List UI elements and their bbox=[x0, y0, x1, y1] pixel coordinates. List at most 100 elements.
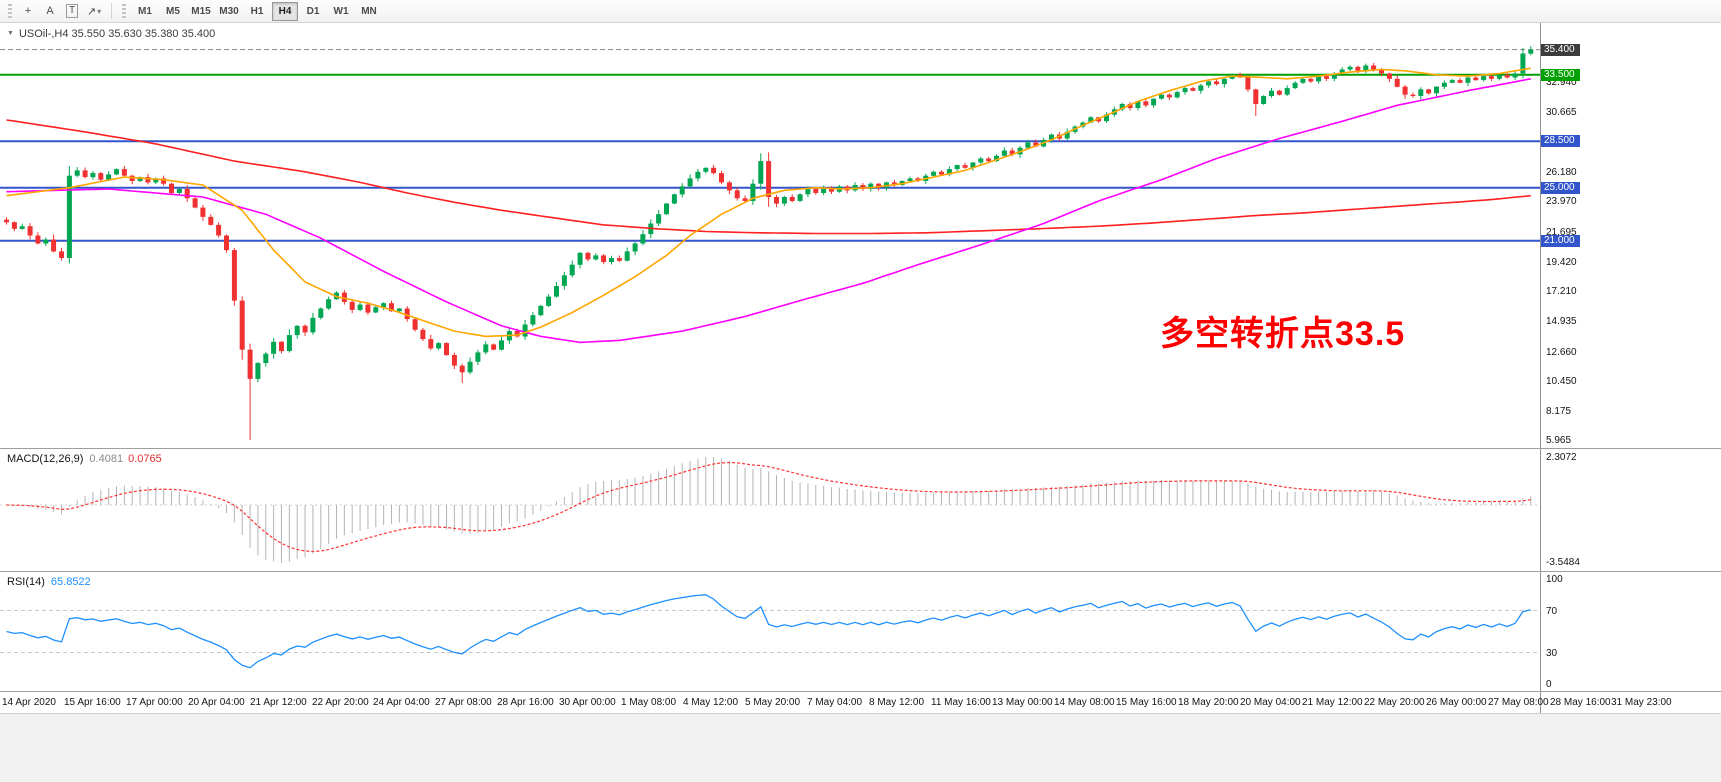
rsi-line bbox=[6, 594, 1531, 669]
date-label: 11 May 16:00 bbox=[931, 697, 991, 708]
rsi-plot[interactable] bbox=[0, 572, 1540, 691]
chevron-down-icon: ▾ bbox=[97, 6, 102, 16]
toolbar-grip[interactable] bbox=[8, 4, 12, 18]
timeframe-button-h1[interactable]: H1 bbox=[250, 5, 264, 17]
macd-panel: 2.3072 -3.5484 MACD(12,26,9) 0.4081 0.0765 bbox=[0, 448, 1721, 571]
timeframe-toolbar-grip[interactable] bbox=[122, 4, 126, 18]
date-label: 7 May 04:00 bbox=[807, 697, 863, 708]
rsi-name: RSI(14) bbox=[7, 576, 45, 588]
price-tick-23.970: 23.970 bbox=[1546, 196, 1577, 207]
chart-ohlc-readout: ▼ USOil-,H4 35.550 35.630 35.380 35.400 bbox=[7, 28, 215, 40]
date-label: 1 May 08:00 bbox=[621, 697, 677, 708]
date-label: 31 May 23:00 bbox=[1611, 697, 1672, 708]
rsi-panel: 100 70 30 0 RSI(14) 65.8522 bbox=[0, 571, 1721, 691]
text-label-icon: A bbox=[46, 5, 54, 17]
date-label: 17 Apr 00:00 bbox=[126, 697, 183, 708]
timeframe-button-m1[interactable]: M1 bbox=[138, 5, 152, 17]
price-tick-21.695: 21.695 bbox=[1546, 227, 1577, 238]
timeframe-button-mn[interactable]: MN bbox=[361, 5, 377, 17]
ma-fast-orange[interactable] bbox=[6, 67, 1531, 338]
date-label: 18 May 20:00 bbox=[1178, 697, 1239, 708]
time-axis[interactable]: 14 Apr 2020 15 Apr 16:00 17 Apr 00:00 20 Ap… bbox=[0, 691, 1721, 713]
price-level-box-25.000: 25.000 bbox=[1541, 182, 1580, 194]
text-label-tool-button[interactable]: A bbox=[39, 1, 61, 21]
date-label: 24 Apr 04:00 bbox=[373, 697, 430, 708]
timeframe-button-m5[interactable]: M5 bbox=[166, 5, 180, 17]
date-label: 21 Apr 12:00 bbox=[250, 697, 307, 708]
price-tick-17.210: 17.210 bbox=[1546, 286, 1577, 297]
timeframe-button-h4[interactable]: H4 bbox=[272, 1, 298, 21]
macd-histogram bbox=[13, 457, 1532, 563]
date-label: 20 Apr 04:00 bbox=[188, 697, 245, 708]
price-tick-32.940: 32.940 bbox=[1546, 77, 1577, 88]
price-tick-30.665: 30.665 bbox=[1546, 107, 1577, 118]
text-box-icon: T bbox=[65, 4, 79, 18]
macd-scale-divider bbox=[1540, 449, 1541, 571]
crosshair-tool-button[interactable]: + bbox=[17, 1, 39, 21]
macd-main-value: 0.4081 bbox=[89, 453, 124, 465]
price-level-box-28.500: 28.500 bbox=[1541, 135, 1580, 147]
date-label: 13 May 00:00 bbox=[992, 697, 1053, 708]
rsi-value: 65.8522 bbox=[50, 576, 91, 588]
macd-signal-value: 0.0765 bbox=[128, 453, 162, 465]
date-label: 21 May 12:00 bbox=[1302, 697, 1363, 708]
date-label: 20 May 04:00 bbox=[1240, 697, 1301, 708]
arrow-objects-tool-button[interactable]: ↗ ▾ bbox=[83, 1, 105, 21]
price-scale-divider bbox=[1540, 23, 1541, 448]
price-tick-14.935: 14.935 bbox=[1546, 316, 1577, 327]
ma-mid-magenta[interactable] bbox=[6, 78, 1531, 344]
timeframe-button-w1[interactable]: W1 bbox=[333, 5, 349, 17]
date-label: 27 Apr 08:00 bbox=[435, 697, 492, 708]
date-label: 15 Apr 16:00 bbox=[64, 697, 121, 708]
date-label: 30 Apr 00:00 bbox=[559, 697, 616, 708]
date-label: 14 May 08:00 bbox=[1054, 697, 1115, 708]
rsi-scale-divider bbox=[1540, 572, 1541, 691]
timeframe-button-m30[interactable]: M30 bbox=[219, 5, 239, 17]
date-label: 22 Apr 20:00 bbox=[312, 697, 369, 708]
timeframe-button-d1[interactable]: D1 bbox=[306, 5, 320, 17]
rsi-scale-70: 70 bbox=[1546, 606, 1558, 617]
rsi-scale-100: 100 bbox=[1546, 574, 1563, 585]
date-label: 22 May 20:00 bbox=[1364, 697, 1425, 708]
macd-scale-max: 2.3072 bbox=[1546, 452, 1577, 463]
one-click-trading-arrow-icon[interactable]: ▼ bbox=[7, 30, 14, 37]
symbol-ohlc-text: USOil-,H4 35.550 35.630 35.380 35.400 bbox=[18, 28, 216, 40]
date-label: 5 May 20:00 bbox=[745, 697, 801, 708]
ma-slow-red[interactable] bbox=[6, 119, 1531, 235]
drawing-tool-group: + A T ↗ ▾ bbox=[17, 1, 105, 21]
date-label: 14 Apr 2020 bbox=[2, 697, 56, 708]
toolbar-separator bbox=[111, 3, 112, 19]
date-label: 28 May 16:00 bbox=[1550, 697, 1611, 708]
chart-annotation-text[interactable]: 多空转折点33.5 bbox=[1160, 315, 1406, 353]
price-chart-plot[interactable] bbox=[0, 23, 1540, 448]
macd-signal-line bbox=[6, 461, 1531, 553]
candlesticks[interactable] bbox=[4, 46, 1534, 440]
timeframe-button-m15[interactable]: M15 bbox=[191, 5, 211, 17]
date-label: 27 May 08:00 bbox=[1488, 697, 1549, 708]
text-box-tool-button[interactable]: T bbox=[61, 1, 83, 21]
price-tick-8.175: 8.175 bbox=[1546, 406, 1572, 417]
macd-label: MACD(12,26,9) 0.4081 0.0765 bbox=[7, 453, 162, 465]
macd-scale-min: -3.5484 bbox=[1546, 557, 1580, 568]
rsi-label: RSI(14) 65.8522 bbox=[7, 576, 91, 588]
arrow-objects-icon: ↗ bbox=[86, 5, 97, 18]
price-level-box-33.500: 33.500 bbox=[1541, 69, 1580, 81]
price-level-box-21.000: 21.000 bbox=[1541, 235, 1580, 247]
price-tick-19.420: 19.420 bbox=[1546, 257, 1577, 268]
date-label: 28 Apr 16:00 bbox=[497, 697, 554, 708]
main-chart-panel: 32.940 30.665 26.180 23.970 21.695 19.420 17.2… bbox=[0, 23, 1721, 448]
crosshair-icon: + bbox=[24, 5, 32, 17]
time-axis-divider bbox=[1540, 692, 1541, 713]
date-label: 8 May 12:00 bbox=[869, 697, 925, 708]
price-tick-12.660: 12.660 bbox=[1546, 347, 1577, 358]
timeframe-group: M1 M5 M15 M30 H1 H4 D1 W1 MN bbox=[131, 1, 383, 21]
rsi-scale-0: 0 bbox=[1546, 679, 1552, 690]
price-tick-10.450: 10.450 bbox=[1546, 376, 1577, 387]
rsi-scale-30: 30 bbox=[1546, 648, 1558, 659]
date-label: 4 May 12:00 bbox=[683, 697, 739, 708]
toolbar: + A T ↗ ▾ M1 M5 M15 M30 H1 H4 D1 W1 MN bbox=[0, 0, 1721, 23]
macd-plot[interactable] bbox=[0, 449, 1540, 571]
price-tick-26.180: 26.180 bbox=[1546, 167, 1577, 178]
macd-name: MACD(12,26,9) bbox=[7, 453, 84, 465]
date-label: 26 May 00:00 bbox=[1426, 697, 1487, 708]
